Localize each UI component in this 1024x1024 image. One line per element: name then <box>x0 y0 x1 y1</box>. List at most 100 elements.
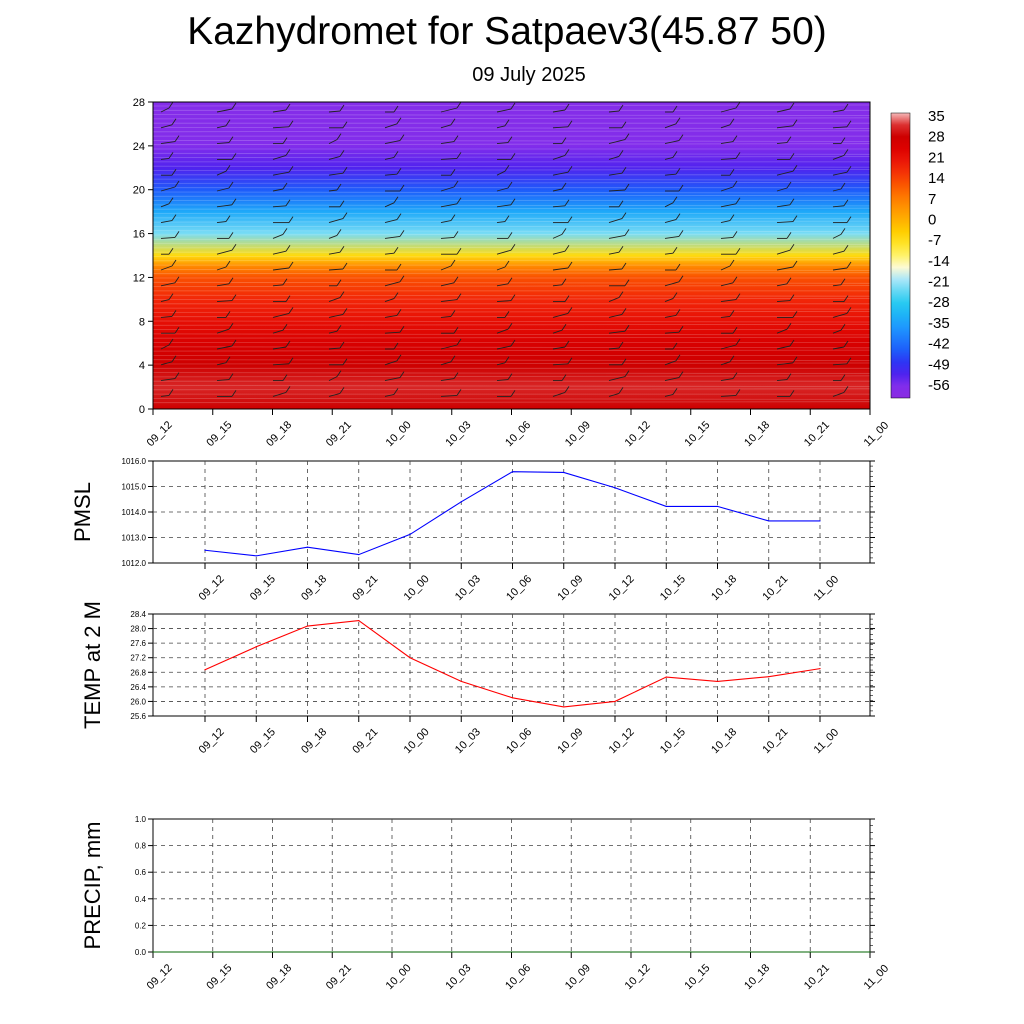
wind-barb-flag <box>453 180 459 188</box>
x-tick-label: 09_18 <box>299 573 329 603</box>
wind-barb <box>664 235 680 239</box>
colorbar-label: 14 <box>928 170 945 187</box>
wind-barb <box>272 126 290 129</box>
wind-barb-flag <box>171 259 177 267</box>
temperature-profile-fill <box>153 102 870 409</box>
wind-barb <box>440 378 455 382</box>
wind-barb <box>216 187 230 192</box>
isotherm-line <box>153 143 870 146</box>
wind-barb-flag <box>843 340 849 348</box>
wind-barb-flag <box>678 371 684 378</box>
heatmap-x-tick-label: 10_18 <box>742 419 772 449</box>
wind-barb-flag <box>342 358 348 366</box>
series-point <box>271 951 274 953</box>
wind-barb <box>776 221 794 224</box>
wind-barb-flag <box>399 325 405 333</box>
wind-barb-flag <box>675 213 681 220</box>
isotherm-line <box>153 152 870 155</box>
wind-barb-flag <box>621 121 627 129</box>
wind-barb-flag <box>288 120 294 128</box>
isotherm-line <box>153 336 870 339</box>
wind-barb-flag <box>843 244 849 252</box>
x-tick-label: 09_18 <box>264 962 294 992</box>
wind-barb <box>720 344 737 350</box>
wind-barb <box>272 171 290 176</box>
wind-barb-flag <box>396 263 402 271</box>
isotherm-line <box>153 333 870 336</box>
wind-barb-flag <box>618 341 624 349</box>
isotherm-line <box>153 397 870 400</box>
series-point <box>570 951 572 953</box>
wind-barb <box>776 125 794 129</box>
wind-barb <box>664 252 674 255</box>
wind-barb-flag <box>453 372 459 379</box>
wind-barb-flag <box>672 246 678 254</box>
isotherm-line <box>153 268 870 271</box>
heatmap-y-tick-label: 0 <box>139 404 145 416</box>
wind-barb-flag <box>396 117 402 125</box>
wind-barb-flag <box>393 196 399 204</box>
wind-barb <box>496 362 506 366</box>
wind-barb-flag <box>618 150 624 157</box>
colorbar-label: -21 <box>928 274 950 291</box>
isotherm-line <box>153 385 870 387</box>
wind-barb <box>160 157 170 160</box>
wind-barb <box>832 188 842 192</box>
series-point <box>768 676 770 678</box>
y-tick-label: 28.0 <box>130 625 146 634</box>
heatmap-x-tick-label: 10_21 <box>802 419 832 449</box>
series-point <box>409 657 411 659</box>
wind-barb <box>216 362 227 366</box>
series-point <box>665 505 667 507</box>
wind-barb-flag <box>792 215 798 222</box>
wind-barb-flag <box>672 388 678 395</box>
colorbar-labels: 35 28 21 14 7 0 -7 -14 -21 -28 -35 -42 -49 -56 <box>928 108 950 394</box>
wind-barb <box>720 282 734 287</box>
colorbar-label: 7 <box>928 191 936 208</box>
wind-barb-flag <box>282 182 288 190</box>
wind-barb-flag <box>507 232 513 239</box>
heatmap-y-tick-label: 24 <box>133 141 145 153</box>
y-tick-label: 27.2 <box>130 654 146 663</box>
wind-barb <box>552 171 569 176</box>
wind-barb <box>328 347 341 350</box>
wind-barb-flag <box>342 262 348 270</box>
page-title: Kazhydromet for Satpaev3(45.87 50) <box>187 10 827 53</box>
wind-barb <box>496 108 512 113</box>
isotherm-line <box>153 220 870 223</box>
wind-barb <box>776 108 791 113</box>
series-point <box>204 549 206 551</box>
wind-barb-flag <box>729 310 735 317</box>
wind-barb-flag <box>735 152 741 159</box>
wind-barb-flag <box>342 166 348 174</box>
wind-barb <box>216 170 227 176</box>
y-tick-label: 1012.0 <box>122 559 147 568</box>
wind-barb-flag <box>339 104 345 112</box>
y-tick-label: 0.4 <box>135 895 147 904</box>
y-axis-label: PMSL <box>70 482 95 542</box>
heatmap-x-tick-label: 10_00 <box>384 419 414 449</box>
wind-barb-flag <box>336 370 342 377</box>
wind-barb-flag <box>786 181 792 189</box>
wind-barb <box>608 251 620 255</box>
wind-barb <box>552 267 569 271</box>
x-tick-label: 10_12 <box>607 573 637 603</box>
wind-barb <box>720 141 734 145</box>
wind-barb-flag <box>228 136 234 143</box>
wind-barb-flag <box>393 105 399 113</box>
wind-barb <box>832 363 848 366</box>
x-tick-label: 10_18 <box>709 573 739 603</box>
pmsl-panel: 1012.0 1013.0 1014.0 1015.0 1016.0 09_12 09_15… <box>70 457 875 603</box>
wind-barb <box>160 236 176 239</box>
wind-barb <box>832 109 845 113</box>
wind-barb-flag <box>675 263 681 271</box>
series-point <box>204 669 206 671</box>
wind-barb-flag <box>282 228 288 235</box>
series-point <box>614 700 616 703</box>
wind-barb <box>776 249 791 255</box>
wind-barb-flag <box>342 308 348 315</box>
x-tick-label: 10_00 <box>402 726 432 756</box>
wind-barb-flag <box>732 276 738 284</box>
wind-barb-flag <box>507 181 513 189</box>
wind-barb-flag <box>450 168 456 176</box>
